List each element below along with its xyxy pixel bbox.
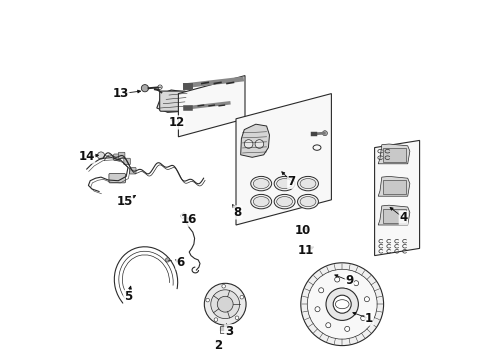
- FancyBboxPatch shape: [129, 167, 136, 174]
- Text: 15: 15: [116, 195, 133, 208]
- Circle shape: [206, 298, 209, 302]
- Ellipse shape: [300, 179, 316, 189]
- Polygon shape: [378, 205, 410, 225]
- Ellipse shape: [253, 179, 269, 189]
- Ellipse shape: [251, 176, 271, 191]
- Polygon shape: [241, 124, 270, 157]
- Text: 8: 8: [234, 206, 242, 219]
- Ellipse shape: [277, 197, 293, 207]
- Polygon shape: [236, 94, 331, 225]
- Polygon shape: [383, 209, 406, 223]
- Circle shape: [255, 140, 264, 148]
- Ellipse shape: [274, 194, 295, 209]
- Polygon shape: [374, 140, 419, 256]
- Circle shape: [217, 296, 233, 312]
- Text: 13: 13: [113, 87, 129, 100]
- Polygon shape: [383, 148, 406, 162]
- Ellipse shape: [300, 197, 316, 207]
- Circle shape: [235, 316, 239, 320]
- Text: 12: 12: [169, 116, 185, 129]
- Circle shape: [318, 288, 324, 293]
- Circle shape: [322, 131, 327, 136]
- Text: 2: 2: [214, 339, 222, 352]
- Ellipse shape: [251, 194, 271, 209]
- FancyBboxPatch shape: [119, 152, 125, 159]
- Circle shape: [335, 277, 340, 282]
- Text: 10: 10: [294, 224, 311, 237]
- FancyBboxPatch shape: [109, 174, 125, 183]
- Circle shape: [98, 152, 104, 159]
- Polygon shape: [157, 90, 189, 112]
- Circle shape: [222, 284, 225, 288]
- Circle shape: [214, 318, 218, 321]
- Text: 5: 5: [124, 291, 132, 303]
- Text: 3: 3: [225, 325, 233, 338]
- Circle shape: [301, 263, 384, 346]
- Ellipse shape: [297, 194, 318, 209]
- FancyBboxPatch shape: [160, 91, 186, 111]
- Ellipse shape: [277, 179, 293, 189]
- Circle shape: [365, 297, 369, 302]
- Circle shape: [315, 307, 320, 312]
- Circle shape: [333, 295, 351, 313]
- Circle shape: [326, 323, 331, 328]
- FancyBboxPatch shape: [114, 154, 120, 161]
- Polygon shape: [178, 76, 245, 137]
- Circle shape: [211, 290, 240, 319]
- Text: 4: 4: [399, 211, 408, 224]
- Text: 7: 7: [288, 175, 296, 188]
- Circle shape: [307, 269, 377, 339]
- Ellipse shape: [253, 197, 269, 207]
- Circle shape: [141, 85, 148, 92]
- Ellipse shape: [274, 176, 295, 191]
- Circle shape: [344, 327, 350, 332]
- Circle shape: [204, 283, 246, 325]
- Text: 9: 9: [345, 274, 353, 287]
- Text: 14: 14: [78, 150, 95, 163]
- Circle shape: [166, 258, 170, 262]
- Polygon shape: [378, 176, 410, 196]
- Polygon shape: [383, 180, 406, 194]
- Text: 6: 6: [176, 256, 184, 269]
- Polygon shape: [378, 144, 410, 164]
- Circle shape: [240, 296, 244, 299]
- Ellipse shape: [297, 176, 318, 191]
- FancyBboxPatch shape: [124, 158, 130, 165]
- Text: 16: 16: [181, 213, 197, 226]
- Text: 11: 11: [298, 244, 314, 257]
- Circle shape: [245, 140, 253, 148]
- Circle shape: [326, 288, 358, 320]
- Text: 1: 1: [365, 312, 373, 325]
- Circle shape: [354, 281, 359, 286]
- Circle shape: [361, 316, 366, 321]
- Polygon shape: [220, 326, 231, 333]
